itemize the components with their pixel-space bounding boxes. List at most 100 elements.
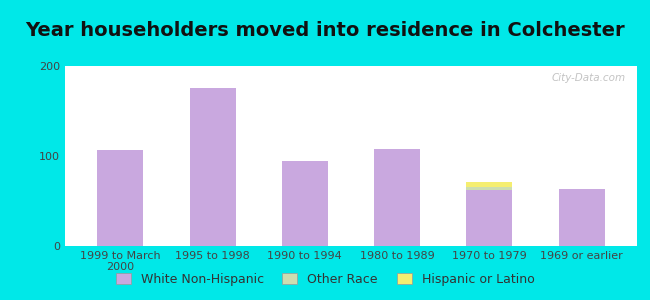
- Bar: [65, 66, 637, 67]
- Bar: [65, 66, 637, 67]
- Bar: [65, 66, 637, 67]
- Bar: [65, 66, 637, 67]
- Bar: [65, 66, 637, 67]
- Bar: [65, 66, 637, 67]
- Bar: [65, 66, 637, 67]
- Bar: [65, 66, 637, 67]
- Bar: [65, 66, 637, 67]
- Bar: [65, 66, 637, 67]
- Bar: [65, 66, 637, 67]
- Bar: [65, 66, 637, 67]
- Bar: [65, 66, 637, 67]
- Bar: [65, 66, 637, 67]
- Bar: [65, 66, 637, 67]
- Bar: [65, 66, 637, 67]
- Bar: [65, 66, 637, 67]
- Bar: [65, 66, 637, 67]
- Bar: [65, 66, 637, 67]
- Bar: [466, 190, 512, 246]
- Bar: [65, 66, 637, 67]
- Bar: [65, 66, 637, 67]
- Bar: [65, 66, 637, 67]
- Bar: [65, 66, 637, 67]
- Bar: [65, 66, 637, 67]
- Bar: [65, 66, 637, 67]
- Bar: [65, 66, 637, 67]
- Bar: [65, 66, 637, 67]
- Bar: [65, 66, 637, 67]
- Bar: [65, 66, 637, 67]
- Bar: [65, 66, 637, 67]
- Bar: [65, 66, 637, 67]
- Bar: [65, 66, 637, 67]
- Bar: [65, 66, 637, 67]
- Bar: [65, 66, 637, 67]
- Bar: [65, 66, 637, 67]
- Bar: [65, 66, 637, 67]
- Bar: [65, 66, 637, 67]
- Bar: [65, 66, 637, 67]
- Bar: [65, 66, 637, 67]
- Bar: [65, 66, 637, 67]
- Bar: [65, 66, 637, 67]
- Bar: [65, 66, 637, 67]
- Bar: [65, 66, 637, 67]
- Bar: [65, 66, 637, 67]
- Bar: [65, 66, 637, 67]
- Bar: [65, 66, 637, 67]
- Bar: [65, 66, 637, 67]
- Bar: [65, 66, 637, 67]
- Bar: [65, 66, 637, 67]
- Bar: [65, 66, 637, 67]
- Bar: [65, 66, 637, 67]
- Bar: [65, 66, 637, 67]
- Bar: [65, 66, 637, 67]
- Bar: [65, 66, 637, 67]
- Bar: [65, 66, 637, 67]
- Bar: [65, 66, 637, 67]
- Bar: [65, 66, 637, 67]
- Bar: [65, 66, 637, 67]
- Bar: [65, 66, 637, 67]
- Bar: [65, 66, 637, 67]
- Bar: [65, 66, 637, 67]
- Bar: [65, 66, 637, 67]
- Bar: [65, 66, 637, 67]
- Bar: [65, 66, 637, 67]
- Bar: [65, 66, 637, 67]
- Bar: [65, 66, 637, 67]
- Bar: [65, 66, 637, 67]
- Bar: [65, 66, 637, 67]
- Bar: [65, 66, 637, 67]
- Bar: [65, 66, 637, 67]
- Bar: [65, 66, 637, 67]
- Bar: [65, 66, 637, 67]
- Bar: [282, 160, 328, 246]
- Bar: [65, 66, 637, 67]
- Bar: [65, 66, 637, 67]
- Bar: [65, 66, 637, 67]
- Bar: [65, 66, 637, 67]
- Bar: [65, 66, 637, 67]
- Bar: [65, 66, 637, 67]
- Bar: [65, 66, 637, 67]
- Text: Year householders moved into residence in Colchester: Year householders moved into residence i…: [25, 21, 625, 40]
- Bar: [65, 66, 637, 67]
- Bar: [65, 66, 637, 67]
- Bar: [65, 66, 637, 67]
- Bar: [65, 66, 637, 67]
- Bar: [65, 66, 637, 67]
- Bar: [65, 66, 637, 67]
- Bar: [65, 66, 637, 67]
- Bar: [65, 66, 637, 67]
- Bar: [65, 66, 637, 67]
- Bar: [65, 66, 637, 67]
- Bar: [65, 66, 637, 67]
- Bar: [65, 66, 637, 67]
- Bar: [374, 149, 420, 246]
- Bar: [65, 66, 637, 67]
- Bar: [65, 66, 637, 67]
- Bar: [65, 66, 637, 67]
- Bar: [65, 66, 637, 67]
- Bar: [65, 66, 637, 67]
